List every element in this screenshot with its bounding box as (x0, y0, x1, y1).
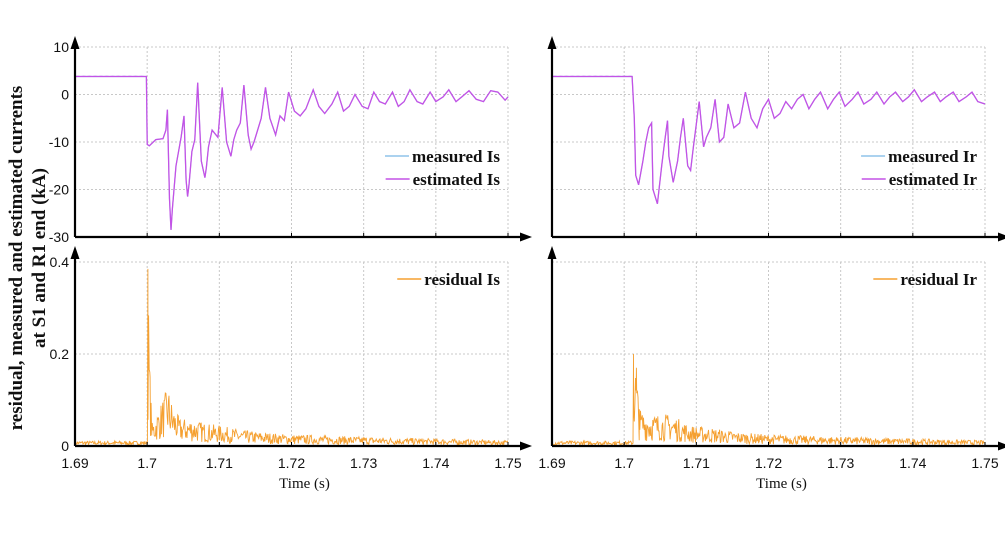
legend-label: estimated Is (413, 170, 501, 189)
x-tick-label: 1.71 (683, 455, 710, 471)
x-axis-arrow-icon (998, 232, 1005, 242)
x-tick-label: 1.72 (755, 455, 782, 471)
x-tick-label: 1.7 (137, 455, 157, 471)
chart-bottom-right: 1.69 1.7 1.71 1.72 1.73 1.74 1.75 Time (s) resid… (538, 246, 1005, 492)
x-tick-label: 1.73 (827, 455, 854, 471)
chart-top-right: measured Ir estimated Ir (547, 36, 1005, 242)
legend-label: measured Is (412, 147, 500, 166)
chart-top-left: 10 0 -10 -20 -30 measured Is estimated Is (49, 36, 532, 245)
x-axis-arrow-icon (520, 232, 532, 242)
x-tick-label: 1.72 (278, 455, 305, 471)
legend-label: measured Ir (888, 147, 977, 166)
y-tick-label: -10 (49, 134, 69, 150)
x-axis-arrow-icon (998, 441, 1005, 451)
x-tick-label: 1.74 (422, 455, 449, 471)
series-line-estimated-ir (551, 75, 986, 204)
legend-label: residual Ir (900, 270, 977, 289)
y-tick-label: 0.2 (50, 346, 70, 362)
x-tick-label: 1.71 (206, 455, 233, 471)
series-line-estimated-is (74, 75, 509, 230)
y-axis-arrow-icon (70, 246, 80, 259)
y-tick-label: -30 (49, 229, 69, 245)
y-tick-label: 0 (61, 87, 69, 103)
x-axis-label: Time (s) (756, 476, 807, 492)
y-axis-arrow-icon (70, 36, 80, 49)
x-tick-label: 1.75 (971, 455, 998, 471)
y-tick-label: 10 (53, 39, 69, 55)
legend-label: residual Is (424, 270, 500, 289)
y-tick-label: 0.4 (50, 254, 70, 270)
chart-bottom-left: 0.4 0.2 01.69 1.7 1.71 1.72 1.73 1.74 1.75 Time (… (50, 246, 532, 492)
x-tick-label: 1.69 (61, 455, 88, 471)
y-axis-arrow-icon (547, 36, 557, 49)
x-tick-label: 1.7 (614, 455, 634, 471)
y-axis-label-line1: residual, measured and estimated current… (6, 86, 27, 431)
y-axis-label-line2: at S1 and R1 end (kA) (29, 168, 50, 348)
x-tick-label: 1.69 (538, 455, 565, 471)
x-tick-label: 1.74 (899, 455, 926, 471)
y-tick-label: -20 (49, 182, 69, 198)
x-tick-label: 1.73 (350, 455, 377, 471)
y-tick-label: 0 (61, 438, 69, 454)
legend-label: estimated Ir (889, 170, 978, 189)
x-tick-label: 1.75 (494, 455, 521, 471)
x-axis-arrow-icon (520, 441, 532, 451)
x-axis-label: Time (s) (279, 476, 330, 492)
y-axis-arrow-icon (547, 246, 557, 259)
